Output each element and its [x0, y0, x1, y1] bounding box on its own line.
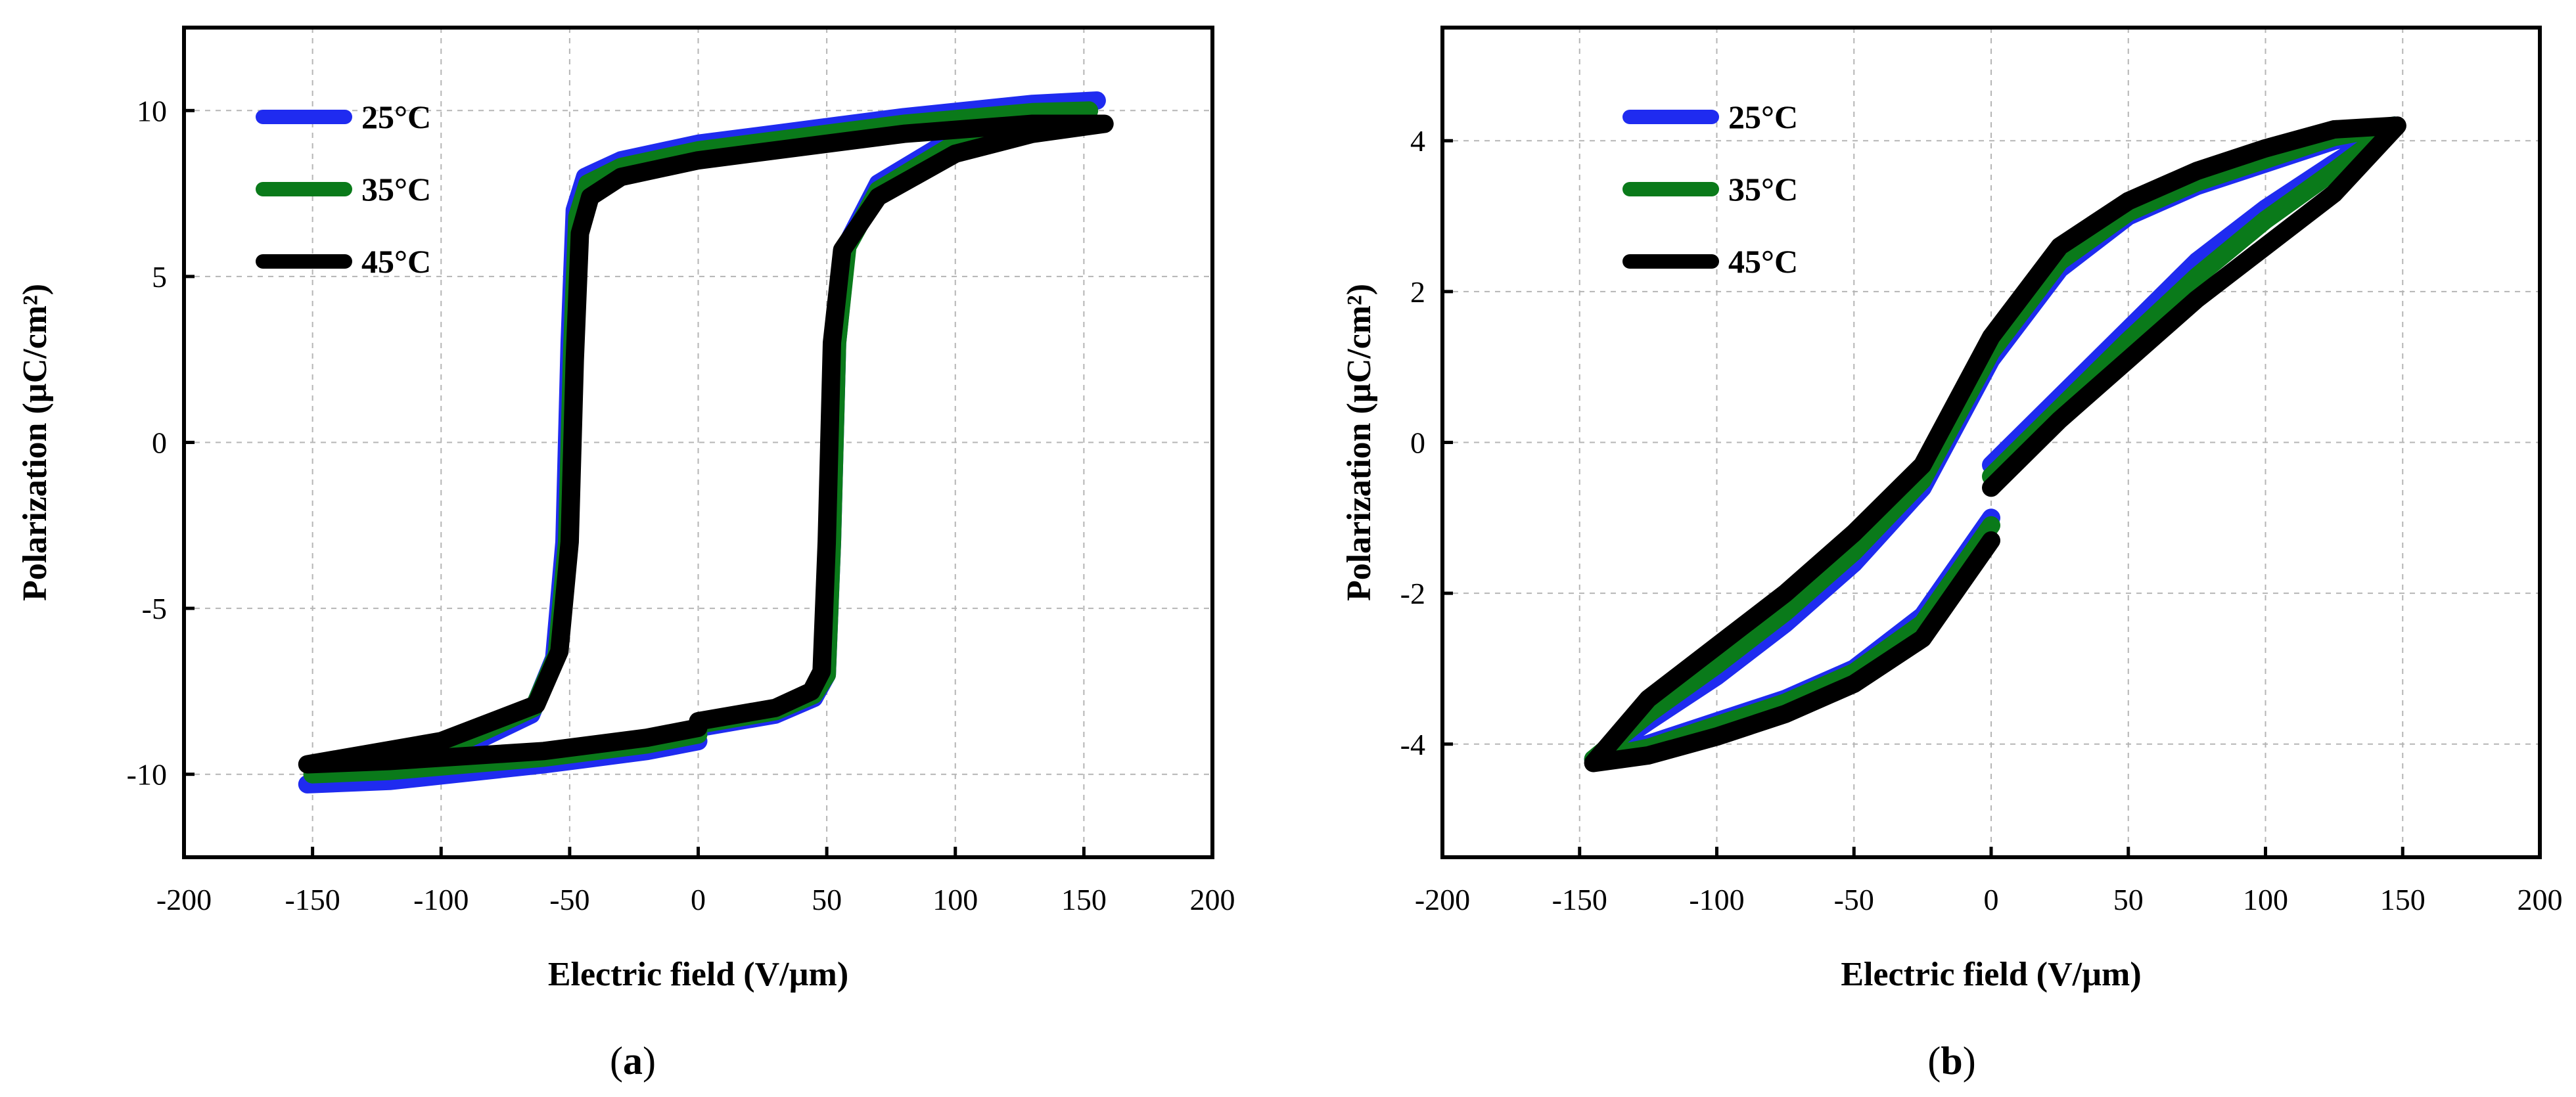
panel-a: -200 -150 -100 -50 0 50 100 150 200-10-50510Elec… — [16, 26, 1235, 1083]
legend-label-1: 25°C — [1728, 99, 1798, 135]
legend: 25°C 35°C 45°C — [256, 99, 431, 280]
y-tick-label: 10 — [137, 94, 167, 127]
legend-label-2: 35°C — [1728, 171, 1798, 208]
x-axis-label: Electric field (V/µm) — [548, 956, 848, 993]
y-tick-label: -5 — [142, 592, 167, 625]
x-axis-label: Electric field (V/µm) — [1841, 956, 2141, 993]
x-tick-label: -150 — [285, 883, 340, 916]
y-tick-label: 4 — [1410, 124, 1425, 158]
x-tick-label: 0 — [691, 883, 706, 916]
panel-caption: (a) — [610, 1039, 656, 1083]
y-axis-label: Polarization (µC/cm²) — [16, 284, 54, 601]
legend-label-2: 35°C — [361, 171, 431, 208]
x-tick-label: 150 — [2380, 883, 2426, 916]
series-line-3 — [1584, 116, 2406, 772]
panel-b: -200 -150 -100 -50 0 50 100 150 200 -4 -2 0 2 4 Electr… — [1341, 26, 2563, 1083]
x-tick-label: -100 — [1689, 883, 1744, 916]
x-tick-label: 100 — [932, 883, 978, 916]
x-tick-label: 100 — [2243, 883, 2288, 916]
x-tick-label: -100 — [413, 883, 469, 916]
y-tick-label: 0 — [1410, 426, 1425, 460]
legend-label-3: 45°C — [361, 243, 431, 280]
series-line-3 — [298, 114, 1114, 774]
x-tick-label: 50 — [812, 883, 842, 916]
y-tick-label: -4 — [1400, 728, 1425, 761]
x-tick-label: -50 — [1834, 883, 1874, 916]
x-tick-label: 0 — [1984, 883, 1999, 916]
y-axis-label: Polarization (µC/cm²) — [1341, 284, 1378, 601]
y-tick-label: -2 — [1400, 577, 1425, 610]
x-tick-label: -200 — [156, 883, 212, 916]
x-tick-label: 150 — [1061, 883, 1107, 916]
x-tick-label: -150 — [1552, 883, 1607, 916]
panel-caption: (b) — [1927, 1039, 1975, 1083]
legend-label-3: 45°C — [1728, 243, 1798, 280]
x-tick-label: 50 — [2113, 883, 2144, 916]
y-tick-label: 0 — [152, 426, 167, 460]
x-tick-label: 200 — [2518, 883, 2563, 916]
y-tick-label: -10 — [127, 758, 167, 792]
legend: 25°C 35°C 45°C — [1622, 99, 1798, 280]
legend-label-1: 25°C — [361, 99, 431, 135]
x-tick-label: -50 — [549, 883, 589, 916]
y-tick-label: 2 — [1410, 275, 1425, 309]
x-tick-label: -200 — [1415, 883, 1470, 916]
x-tick-label: 200 — [1190, 883, 1235, 916]
y-tick-label: 5 — [152, 260, 167, 294]
